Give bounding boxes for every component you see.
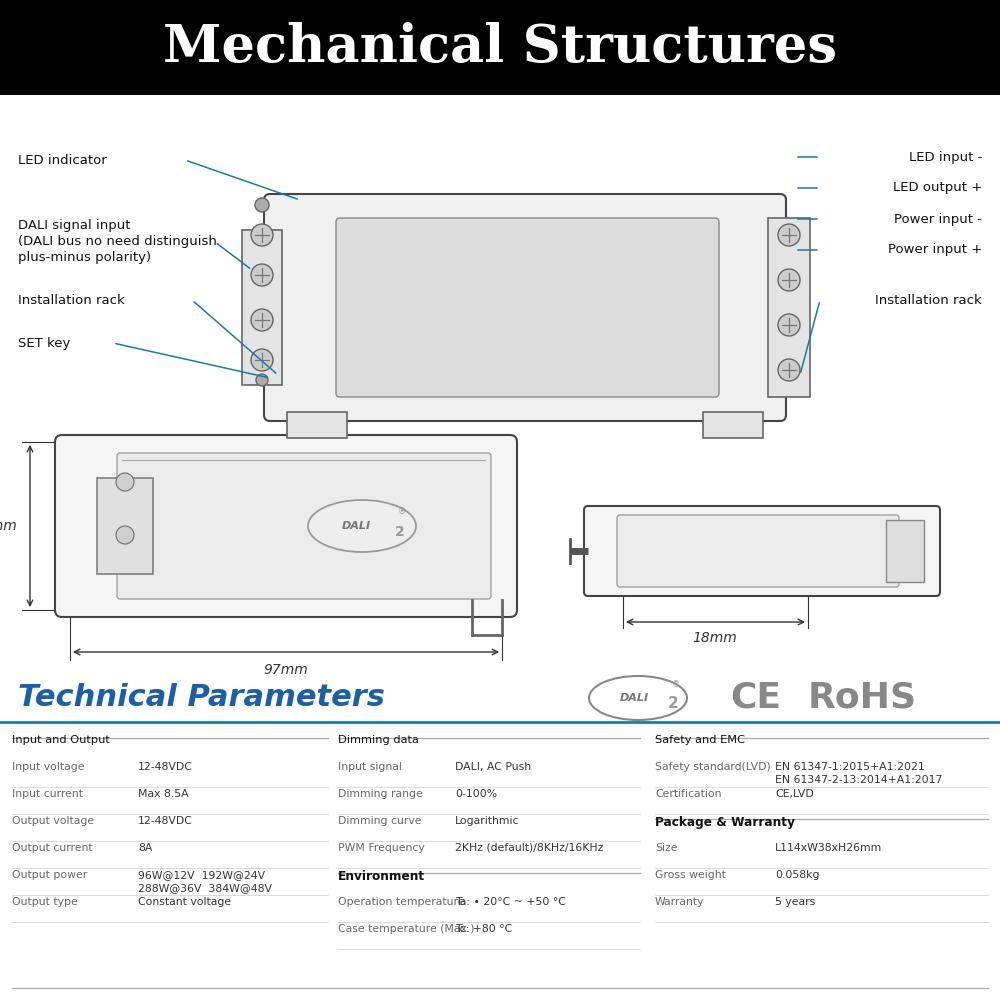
Text: Input voltage: Input voltage: [12, 762, 84, 772]
Bar: [242, 230, 282, 385]
Text: DALI signal input: DALI signal input: [18, 220, 130, 232]
Text: Environment: Environment: [338, 870, 425, 883]
Text: Installation rack: Installation rack: [875, 294, 982, 306]
Text: Output current: Output current: [12, 843, 93, 853]
Text: 2: 2: [668, 696, 678, 710]
Text: 288W@36V  384W@48V: 288W@36V 384W@48V: [138, 883, 272, 893]
Text: Ta: • 20°C ~ +50 °C: Ta: • 20°C ~ +50 °C: [455, 897, 566, 907]
Text: RoHS: RoHS: [807, 681, 917, 715]
Circle shape: [251, 349, 273, 371]
Text: CE,LVD: CE,LVD: [775, 789, 814, 799]
Text: 0.058kg: 0.058kg: [775, 870, 820, 880]
Circle shape: [778, 359, 800, 381]
FancyBboxPatch shape: [287, 412, 347, 438]
Text: 97mm: 97mm: [264, 663, 308, 677]
Text: Output type: Output type: [12, 897, 78, 907]
Text: DALI: DALI: [619, 693, 649, 703]
Text: Operation temperature: Operation temperature: [338, 897, 464, 907]
Text: Input and Output: Input and Output: [12, 735, 110, 745]
Text: Output power: Output power: [12, 870, 87, 880]
Circle shape: [251, 224, 273, 246]
Text: (DALI bus no need distinguish: (DALI bus no need distinguish: [18, 235, 217, 248]
Text: Technical Parameters: Technical Parameters: [18, 684, 385, 712]
Circle shape: [778, 269, 800, 291]
FancyBboxPatch shape: [55, 435, 517, 617]
Text: 12-48VDC: 12-48VDC: [138, 762, 193, 772]
Text: 5 years: 5 years: [775, 897, 815, 907]
Text: ®: ®: [398, 508, 406, 516]
Text: Case temperature (Max.): Case temperature (Max.): [338, 924, 475, 934]
Text: Tc: +80 °C: Tc: +80 °C: [455, 924, 512, 934]
Text: Package & Warranty: Package & Warranty: [655, 816, 795, 829]
Text: DALI: DALI: [341, 521, 371, 531]
FancyBboxPatch shape: [703, 412, 763, 438]
Ellipse shape: [308, 500, 416, 552]
Circle shape: [251, 309, 273, 331]
Circle shape: [251, 264, 273, 286]
Text: 33mm: 33mm: [0, 519, 18, 533]
FancyBboxPatch shape: [336, 218, 719, 397]
Circle shape: [256, 374, 268, 386]
FancyBboxPatch shape: [264, 194, 786, 421]
Text: Certification: Certification: [655, 789, 722, 799]
Text: 0-100%: 0-100%: [455, 789, 497, 799]
Text: ®: ®: [672, 680, 680, 690]
Text: Constant voltage: Constant voltage: [138, 897, 231, 907]
Text: Dimming data: Dimming data: [338, 735, 419, 745]
Text: Max 8.5A: Max 8.5A: [138, 789, 189, 799]
Text: Dimming curve: Dimming curve: [338, 816, 422, 826]
Text: Warranty: Warranty: [655, 897, 704, 907]
Text: 8A: 8A: [138, 843, 152, 853]
Text: SET key: SET key: [18, 336, 70, 350]
FancyBboxPatch shape: [97, 478, 153, 574]
Text: Size: Size: [655, 843, 678, 853]
FancyBboxPatch shape: [886, 520, 924, 582]
Text: LED input -: LED input -: [909, 150, 982, 163]
Text: Power input +: Power input +: [888, 243, 982, 256]
Text: PWM Frequency: PWM Frequency: [338, 843, 425, 853]
Text: L114xW38xH26mm: L114xW38xH26mm: [775, 843, 882, 853]
FancyBboxPatch shape: [584, 506, 940, 596]
Text: plus-minus polarity): plus-minus polarity): [18, 251, 151, 264]
Ellipse shape: [589, 676, 687, 720]
Bar: [768, 218, 810, 397]
Text: Logarithmic: Logarithmic: [455, 816, 520, 826]
Text: DALI, AC Push: DALI, AC Push: [455, 762, 531, 772]
Text: Output voltage: Output voltage: [12, 816, 94, 826]
Circle shape: [116, 526, 134, 544]
FancyBboxPatch shape: [117, 453, 491, 599]
Circle shape: [116, 473, 134, 491]
Circle shape: [778, 224, 800, 246]
Text: Safety standard(LVD): Safety standard(LVD): [655, 762, 771, 772]
Text: LED output +: LED output +: [893, 182, 982, 194]
Text: 2: 2: [395, 525, 405, 539]
Text: 96W@12V  192W@24V: 96W@12V 192W@24V: [138, 870, 265, 880]
Text: Installation rack: Installation rack: [18, 294, 125, 306]
Circle shape: [778, 314, 800, 336]
Text: 12-48VDC: 12-48VDC: [138, 816, 193, 826]
Text: Safety and EMC: Safety and EMC: [655, 735, 745, 745]
Text: Power input -: Power input -: [894, 213, 982, 226]
Text: EN 61347-2-13:2014+A1:2017: EN 61347-2-13:2014+A1:2017: [775, 775, 942, 785]
Text: Dimming range: Dimming range: [338, 789, 423, 799]
Text: 18mm: 18mm: [693, 631, 737, 645]
Text: Mechanical Structures: Mechanical Structures: [163, 22, 837, 73]
Text: LED indicator: LED indicator: [18, 153, 107, 166]
Text: EN 61347-1:2015+A1:2021: EN 61347-1:2015+A1:2021: [775, 762, 925, 772]
Text: CE: CE: [730, 681, 782, 715]
Circle shape: [255, 198, 269, 212]
Text: Gross weight: Gross weight: [655, 870, 726, 880]
Text: Input current: Input current: [12, 789, 83, 799]
Text: Input signal: Input signal: [338, 762, 402, 772]
Bar: [0, 0, 1000, 95]
FancyBboxPatch shape: [617, 515, 899, 587]
Text: 2KHz (default)/8KHz/16KHz: 2KHz (default)/8KHz/16KHz: [455, 843, 603, 853]
